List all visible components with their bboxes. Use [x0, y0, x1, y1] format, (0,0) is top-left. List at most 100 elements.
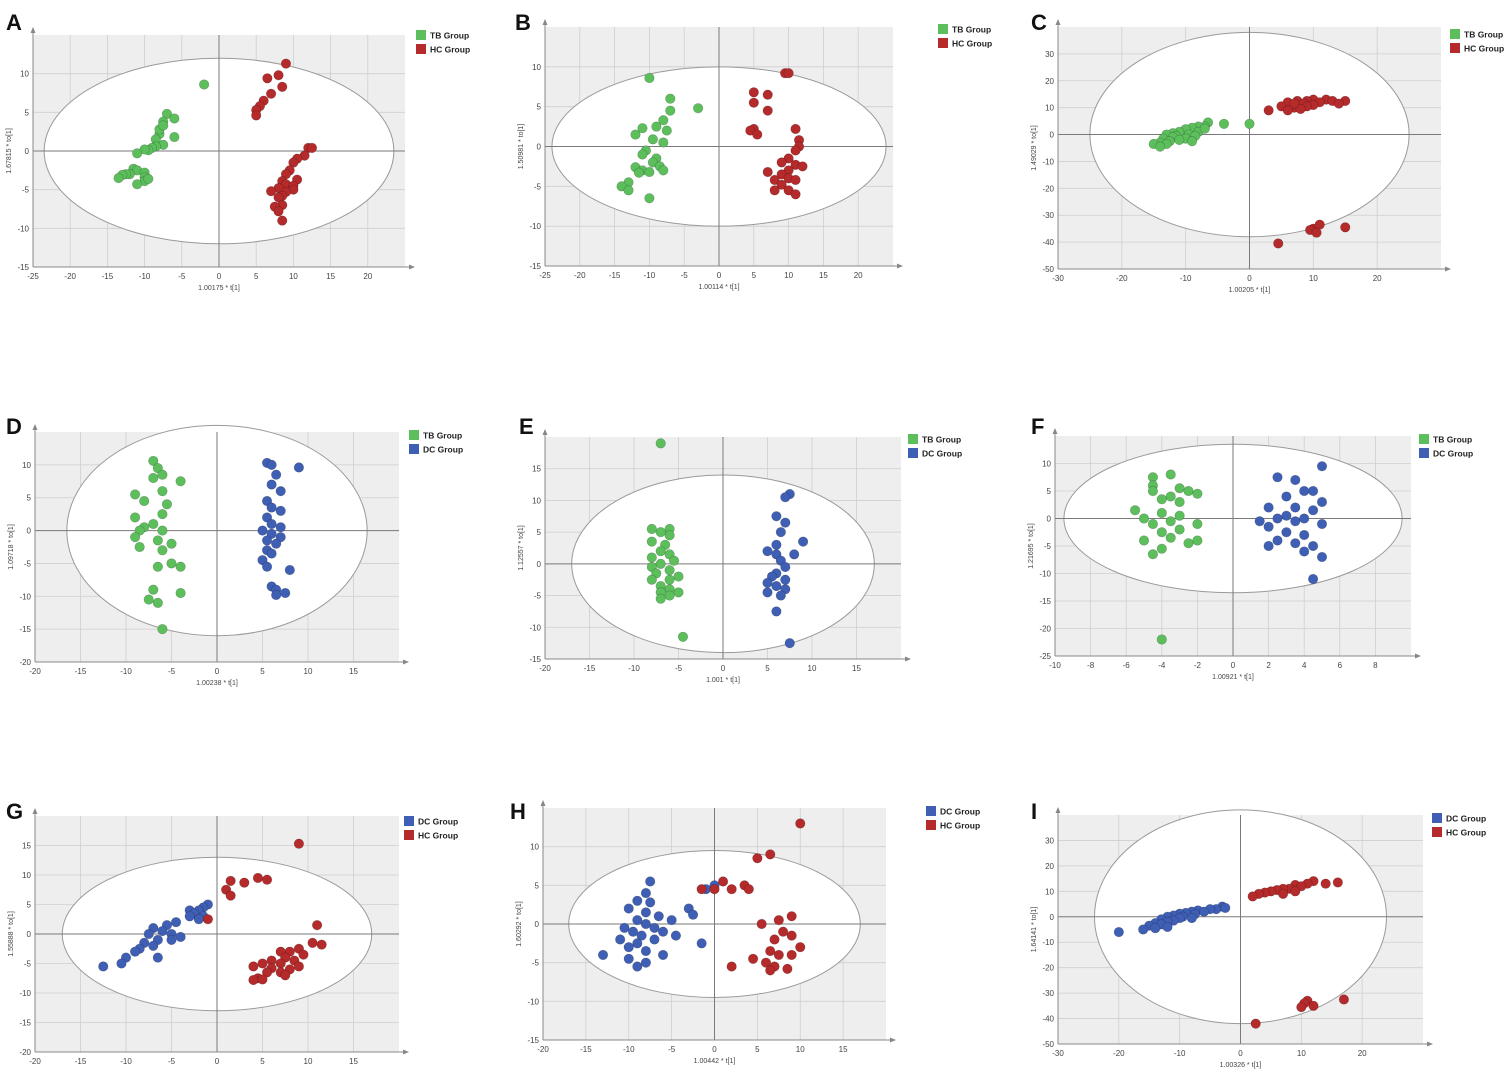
- y-tick-label: -15: [19, 625, 31, 634]
- y-tick-label: -50: [1042, 1040, 1054, 1049]
- x-tick-label: 10: [784, 271, 793, 280]
- x-tick-label: 15: [349, 667, 358, 676]
- x-tick-label: -15: [75, 1057, 87, 1066]
- data-point-hc: [765, 945, 776, 957]
- data-point-tb: [644, 166, 655, 178]
- x-tick-label: -8: [1087, 661, 1095, 670]
- data-point-hc: [769, 174, 780, 186]
- data-point-dc: [1198, 906, 1210, 917]
- y-axis-arrow: [542, 429, 548, 435]
- y-tick-label: -5: [534, 182, 542, 191]
- data-point-tb: [1218, 118, 1230, 129]
- data-point-hc: [765, 965, 776, 976]
- x-axis-title: 1.001 * t[1]: [706, 677, 740, 684]
- y-axis-arrow: [542, 19, 548, 25]
- data-point-tb: [1174, 483, 1185, 494]
- data-point-tb: [637, 123, 648, 134]
- data-point-tb: [630, 129, 641, 140]
- x-tick-label: -20: [539, 664, 551, 673]
- y-tick-label: 5: [25, 108, 30, 117]
- data-point-hc: [762, 105, 773, 116]
- data-point-dc: [284, 564, 295, 576]
- data-point-tb: [658, 137, 669, 148]
- data-point-tb: [1244, 118, 1255, 129]
- y-tick-label: -20: [19, 1048, 31, 1057]
- x-tick-label: -15: [580, 1045, 592, 1054]
- y-tick-label: 5: [537, 528, 542, 537]
- data-point-dc: [640, 887, 652, 899]
- x-tick-label: -20: [1116, 274, 1128, 283]
- panel-label: G: [6, 799, 23, 824]
- y-tick-label: -40: [1042, 1015, 1054, 1024]
- panel-label: D: [6, 414, 22, 439]
- x-tick-label: 10: [796, 1045, 805, 1054]
- data-point-tb: [1165, 532, 1176, 543]
- data-point-tb: [199, 79, 210, 90]
- data-point-dc: [771, 511, 782, 522]
- data-point-dc: [148, 940, 159, 951]
- data-point-hc: [280, 58, 292, 69]
- data-point-tb: [677, 631, 689, 642]
- legend-swatch: [1450, 43, 1460, 53]
- data-point-dc: [1113, 926, 1124, 938]
- y-tick-label: -10: [529, 623, 541, 632]
- data-point-dc: [640, 907, 652, 918]
- data-point-dc: [266, 459, 277, 470]
- data-point-dc: [1290, 516, 1301, 527]
- y-tick-label: -15: [1039, 597, 1051, 606]
- data-point-dc: [762, 587, 773, 598]
- data-point-dc: [666, 915, 677, 926]
- data-point-hc: [790, 174, 801, 186]
- x-tick-label: 15: [839, 1045, 848, 1054]
- panel-label: E: [519, 414, 534, 439]
- y-axis-title: 1.49029 * to[1]: [1031, 125, 1038, 171]
- data-point-dc: [275, 486, 286, 497]
- x-tick-label: -10: [120, 1057, 132, 1066]
- x-tick-label: 10: [1309, 274, 1318, 283]
- x-tick-label: -10: [1180, 274, 1192, 283]
- data-point-tb: [655, 558, 666, 569]
- data-point-dc: [657, 926, 669, 937]
- data-point-tb: [1165, 516, 1176, 527]
- data-point-hc: [790, 123, 801, 135]
- data-point-tb: [134, 541, 145, 553]
- panel-label: H: [510, 799, 526, 824]
- data-point-hc: [752, 853, 763, 864]
- data-point-hc: [1332, 877, 1343, 888]
- data-point-tb: [157, 486, 168, 497]
- y-tick-label: 30: [1045, 836, 1054, 845]
- x-tick-label: -10: [1049, 661, 1061, 670]
- data-point-tb: [1147, 549, 1158, 560]
- data-point-hc: [1340, 222, 1351, 233]
- data-point-tb: [673, 587, 684, 598]
- y-tick-label: -10: [1042, 157, 1054, 166]
- data-point-hc: [273, 70, 284, 81]
- data-point-hc: [1247, 891, 1258, 902]
- chart-panel-a: A -25 -20 -15 -10 -5 0 5 10 15 20 -15 -10 -5 0 5 10 1.001…: [6, 10, 470, 292]
- legend-swatch: [908, 434, 918, 444]
- data-point-dc: [1316, 551, 1328, 563]
- data-point-tb: [175, 587, 186, 599]
- data-point-hc: [239, 877, 250, 888]
- x-axis-arrow: [905, 656, 911, 662]
- data-point-dc: [1307, 485, 1319, 497]
- data-point-dc: [597, 949, 609, 961]
- y-tick-label: 5: [535, 881, 540, 890]
- legend-swatch: [409, 444, 419, 454]
- data-point-hc: [306, 142, 318, 154]
- data-point-dc: [1299, 513, 1310, 524]
- data-point-hc: [225, 875, 236, 887]
- data-point-dc: [1299, 546, 1310, 557]
- y-tick-label: 0: [537, 560, 542, 569]
- data-point-hc: [225, 890, 236, 901]
- data-point-tb: [647, 134, 658, 145]
- data-point-tb: [637, 149, 648, 160]
- data-point-tb: [655, 438, 666, 449]
- data-point-hc: [756, 918, 767, 930]
- data-point-hc: [1296, 1002, 1307, 1013]
- data-point-tb: [157, 525, 168, 536]
- legend-label: HC Group: [418, 831, 458, 841]
- data-point-hc: [265, 88, 277, 99]
- data-point-dc: [657, 949, 669, 961]
- y-tick-label: -15: [529, 655, 541, 664]
